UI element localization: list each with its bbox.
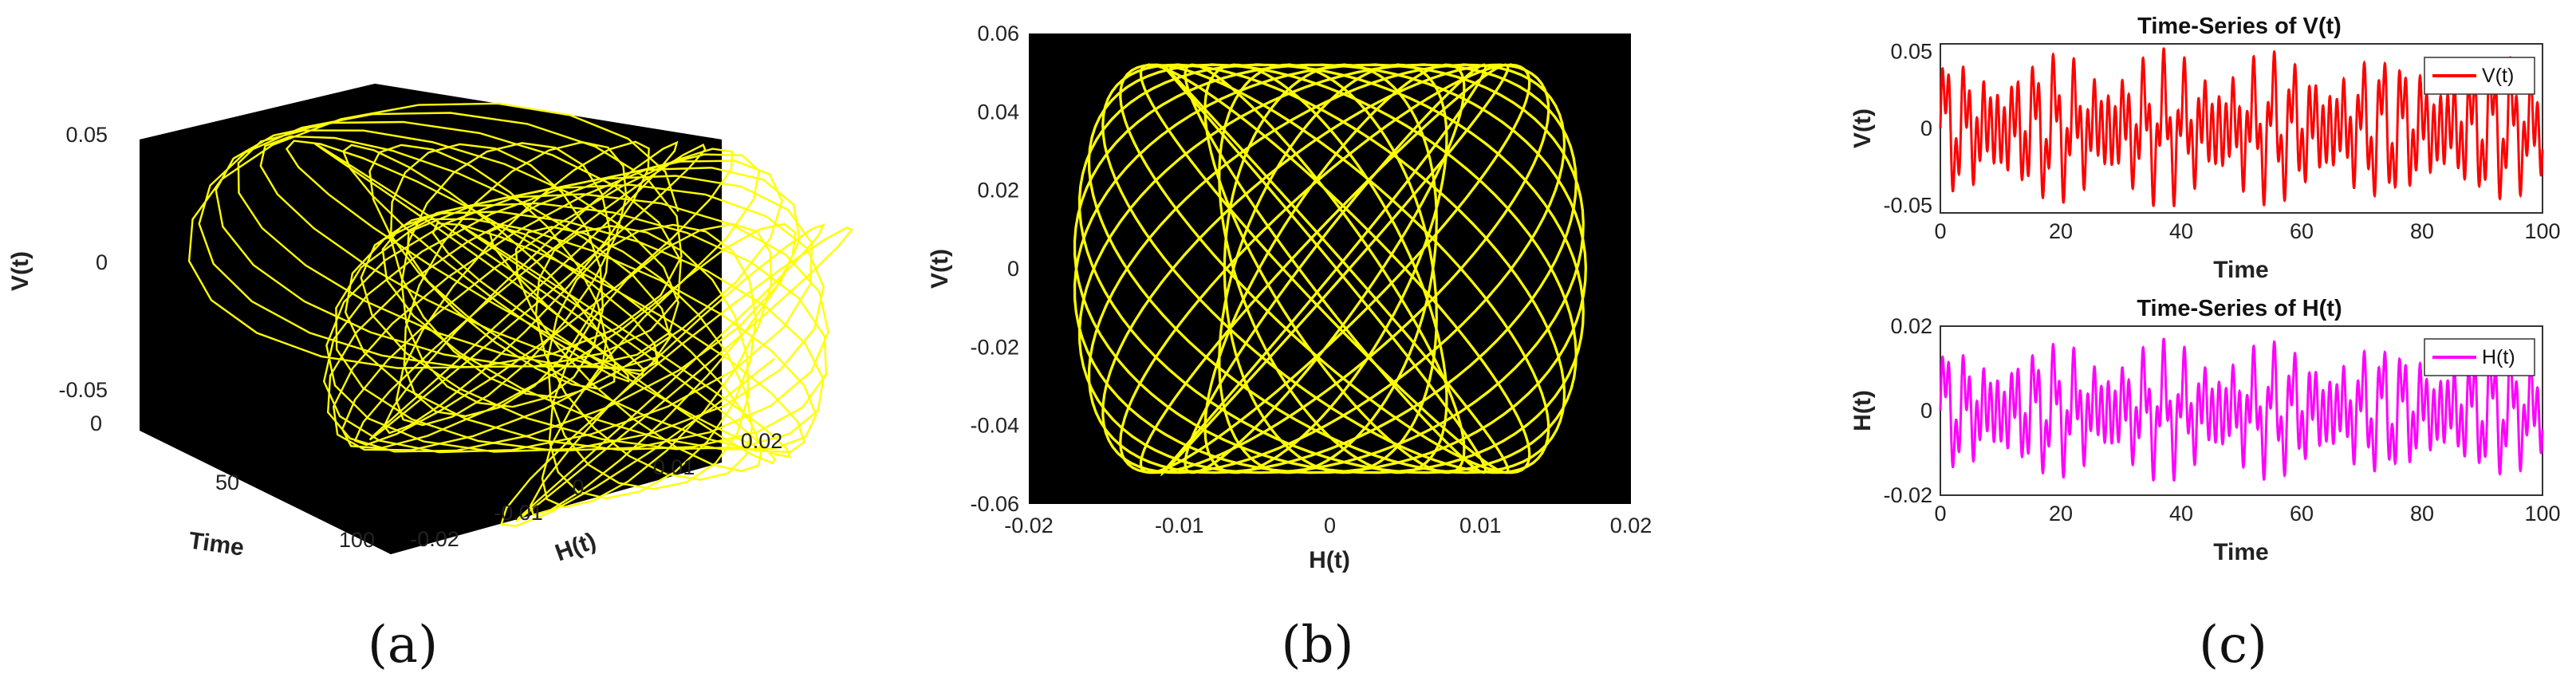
panel-b-ytick: -0.04 [970,414,1019,438]
panel-c-top-series-line [1939,47,2544,208]
panel-c-bottom-xtick: 80 [2410,502,2434,526]
legend-label: H(t) [2482,346,2515,368]
panel-c-bottom-xtick: 20 [2049,502,2073,526]
panel-a-ytick: 0 [90,411,102,435]
panel-c-top-xtick: 80 [2410,219,2434,243]
panel-b-ylabel: V(t) [927,249,953,289]
panel-b-xtick: 0.02 [1610,514,1652,537]
panel-b-xtick: 0 [1324,514,1336,537]
panel-a-3d-plot: 0.05 0 -0.05 V(t) 0 50 100 Time -0.02 -0… [7,84,854,567]
panel-c-top-xtick: 0 [1934,219,1946,243]
panel-a-ztick: 0 [96,250,108,274]
panel-a-xtick: 0.02 [741,429,783,453]
panel-c-bottom-xtick: 100 [2524,502,2560,526]
panel-a-ztick: 0.05 [65,123,108,147]
panel-b-ytick: 0 [1007,257,1019,281]
panel-b-series-line [1073,63,1588,477]
panel-b-ytick: 0.02 [977,179,1019,203]
panel-c-bottom-xtick: 40 [2169,502,2193,526]
panel-c-top-ytick: 0 [1920,116,1932,140]
panel-b-xtick: -0.01 [1155,514,1204,537]
panel-c-bottom-xlabel: Time [2213,539,2268,565]
panel-c-bottom-ytick: 0.02 [1890,314,1932,338]
panel-c-bottom-series-line [1939,337,2544,482]
panel-a-ztick: -0.05 [58,378,108,402]
panel-b-ytick: 0.04 [977,100,1019,124]
panel-a-ytick: 100 [339,528,375,552]
panel-a-xtick: -0.01 [494,501,543,525]
panel-b-phase-plot: -0.06 -0.04 -0.02 0 0.02 0.04 0.06 -0.02 -0.01 0… [927,22,1652,573]
panel-b-ytick: 0.06 [977,22,1019,45]
panel-c-top-xtick: 100 [2524,219,2560,243]
panel-b-xtick: 0.01 [1459,514,1502,537]
caption-a: (a) [368,616,438,675]
panel-c-top-xlabel: Time [2213,257,2268,283]
panel-c-top-ytick: -0.05 [1883,193,1932,217]
panel-a-xtick: -0.02 [410,527,459,551]
panel-a-trajectory [187,102,854,527]
panel-c-top-series [1939,47,2544,208]
panel-a-ytick: 50 [215,470,239,494]
panel-c-top-legend: V(t) [2424,57,2535,95]
panel-a-xtick: 0.01 [653,455,695,479]
panel-a-zlabel: V(t) [7,251,33,291]
panel-b-plot-area [1029,33,1631,504]
panel-c-bottom-series [1939,337,2544,482]
panel-c-top-ytick: 0.05 [1890,40,1932,64]
panel-b-ytick: -0.02 [970,335,1019,359]
panel-a-ylabel: Time [187,527,246,561]
caption-b: (b) [1282,616,1354,675]
panel-a-series-line [187,102,854,527]
panel-c-bottom-title: Time-Series of H(t) [2137,296,2342,321]
panel-b-trajectory [1073,63,1588,477]
panel-c-top-xtick: 20 [2049,219,2073,243]
panel-c-bottom-xtick: 60 [2290,502,2314,526]
panel-c-top-xtick: 40 [2169,219,2193,243]
panel-b-xlabel: H(t) [1309,547,1350,573]
panel-c-bottom-ytick: -0.02 [1883,483,1932,507]
panel-c-bottom-legend: H(t) [2424,338,2535,376]
panel-c-bottom-ytick: 0 [1920,399,1932,423]
caption-c: (c) [2199,616,2267,675]
panel-a-xlabel: H(t) [552,528,600,567]
panel-c-top-xtick: 60 [2290,219,2314,243]
panel-b-ytick: -0.06 [970,492,1019,516]
panel-c-top-ylabel: V(t) [1849,108,1876,148]
panel-c-bottom-ylabel: H(t) [1849,390,1876,431]
panel-b-xtick: -0.02 [1004,514,1054,537]
panel-a-xtick: 0 [572,475,584,499]
panel-c-bottom-xtick: 0 [1934,502,1946,526]
legend-label: V(t) [2482,65,2514,87]
panel-c-top-title: Time-Series of V(t) [2137,14,2342,39]
